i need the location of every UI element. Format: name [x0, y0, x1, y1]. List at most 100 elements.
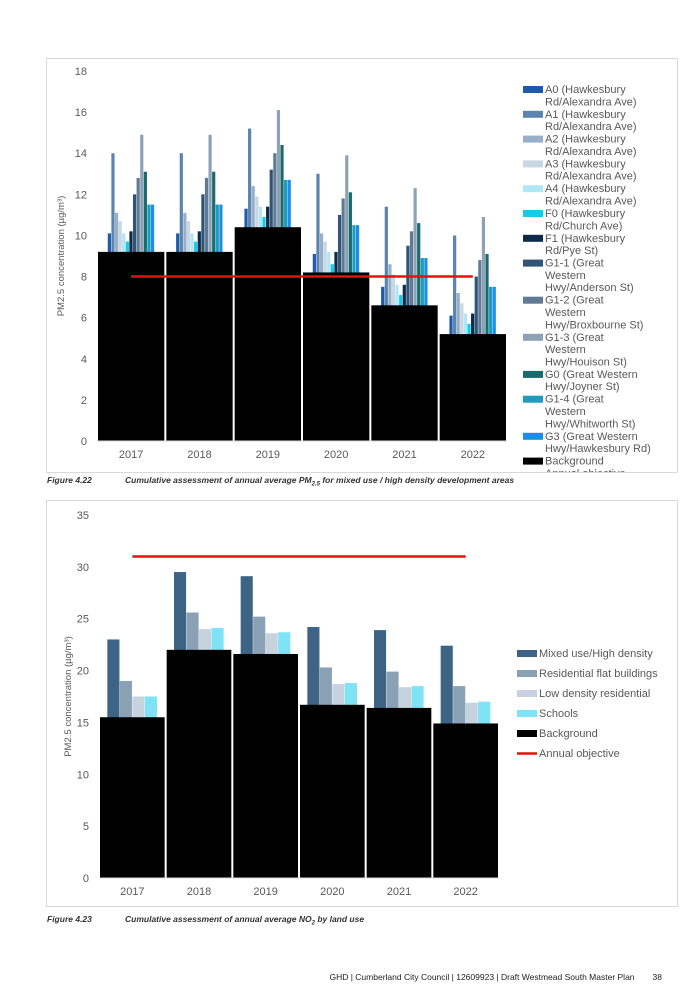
legend-label: Rd/Alexandra Ave): [545, 96, 637, 108]
y-tick-label: 5: [83, 821, 89, 833]
legend-label: Mixed use/High density: [539, 648, 653, 660]
legend-label: Low density residential: [539, 688, 650, 700]
y-tick-label: 6: [81, 313, 87, 325]
y-tick-label: 30: [77, 562, 89, 574]
x-tick-label: 2020: [324, 449, 348, 461]
x-tick-label: 2017: [119, 449, 143, 461]
x-tick-label: 2019: [256, 449, 280, 461]
y-tick-label: 20: [77, 666, 89, 678]
chart-no2-by-land-use: 0 5 10 15 20 25 30 35 PM2.5 concentration (µg/m³…: [63, 510, 658, 898]
chart-panel-no2-by-land-use: 0 5 10 15 20 25 30 35 PM2.5 concentration (µg/m³…: [46, 500, 678, 907]
y-tick-label: 15: [77, 717, 89, 729]
legend-label: Hwy/Anderson St): [545, 282, 634, 294]
background-bar: [166, 251, 233, 441]
legend-label: A3 (Hawkesbury: [545, 158, 626, 170]
y-tick-label: 0: [83, 873, 89, 885]
background-bar: [303, 272, 370, 441]
legend-label: F1 (Hawkesbury: [545, 233, 626, 245]
x-tick-label: 2022: [453, 886, 477, 898]
legend-swatch: [517, 710, 537, 717]
x-tick-label: 2017: [120, 886, 144, 898]
legend-label: A2 (Hawkesbury: [545, 134, 626, 146]
legend-swatch: [523, 210, 543, 217]
legend-label: Western: [545, 307, 586, 319]
legend-label: Annual objective: [539, 748, 620, 760]
x-tick-label: 2018: [187, 886, 211, 898]
legend-swatch: [517, 650, 537, 657]
x-tick-label: 2018: [187, 449, 211, 461]
background-bar: [98, 251, 165, 441]
page-number: 38: [652, 972, 662, 982]
background-bar: [233, 653, 298, 878]
legend-swatch: [523, 160, 543, 168]
legend-label: G1-1 (Great: [545, 258, 604, 270]
background-bar: [166, 649, 232, 878]
y-tick-label: 4: [81, 354, 87, 366]
data-bar: [481, 216, 486, 441]
x-tick-label: 2021: [392, 449, 416, 461]
legend-label: Western: [545, 406, 586, 418]
legend-label: A0 (Hawkesbury: [545, 84, 626, 96]
legend-swatch: [523, 395, 543, 403]
legend-swatch: [523, 370, 543, 378]
legend-label: Hwy/Joyner St): [545, 381, 620, 393]
legend-swatch: [523, 259, 543, 267]
legend-label: Rd/Alexandra Ave): [545, 121, 637, 133]
y-tick-label: 8: [81, 272, 87, 284]
background-bar: [300, 704, 365, 878]
legend-label: Residential flat buildings: [539, 668, 658, 680]
footer-text: GHD | Cumberland City Council | 12609923…: [329, 972, 635, 982]
chart-pm25-mixed-use: 0 2 4 6 8 10 12 14 16 18 PM2.5 concentration (µg/m…: [56, 66, 651, 472]
legend-label: Hwy/Houison St): [545, 356, 627, 368]
legend-swatch: [523, 333, 543, 341]
background-bar: [433, 723, 498, 878]
background-bar: [366, 707, 432, 878]
legend-label: Western: [545, 344, 586, 356]
background-bar: [439, 334, 506, 441]
legend-label: A4 (Hawkesbury: [545, 183, 626, 195]
legend-label: G1-4 (Great: [545, 394, 604, 406]
background-bar: [371, 305, 438, 441]
legend-label: Schools: [539, 708, 579, 720]
legend-label: Annual objective: [545, 468, 626, 472]
x-tick-label: 2019: [253, 886, 277, 898]
legend-swatch: [517, 690, 537, 697]
background-bar: [100, 717, 165, 878]
legend-label: Western: [545, 270, 586, 282]
y-axis-label: PM2.5 concentration (µg/m³): [63, 636, 74, 757]
y-tick-label: 10: [77, 769, 89, 781]
legend-label: G1-2 (Great: [545, 295, 604, 307]
y-tick-label: 10: [75, 230, 87, 242]
legend-swatch: [523, 234, 543, 242]
legend-label: Hwy/Hawkesbury Rd): [545, 443, 651, 455]
y-tick-label: 16: [75, 107, 87, 119]
y-tick-label: 2: [81, 395, 87, 407]
legend-label: Rd/Pye St): [545, 245, 598, 257]
x-tick-label: 2021: [387, 886, 411, 898]
legend-swatch: [523, 432, 543, 440]
figure-number: Figure 4.23: [47, 914, 92, 924]
figure-number: Figure 4.22: [47, 475, 92, 485]
y-tick-label: 18: [75, 66, 87, 78]
y-tick-label: 25: [77, 614, 89, 626]
y-tick-label: 14: [75, 148, 87, 160]
legend-swatch: [517, 670, 537, 677]
x-tick-label: 2022: [461, 449, 485, 461]
legend-label: F0 (Hawkesbury: [545, 208, 626, 220]
legend-swatch: [517, 730, 537, 737]
legend-swatch: [523, 135, 543, 143]
legend-label: Rd/Alexandra Ave): [545, 146, 637, 158]
y-axis-label: PM2.5 concentration (µg/m³): [56, 196, 67, 317]
legend-label: Background: [545, 456, 604, 468]
legend-swatch: [523, 296, 543, 304]
x-tick-label: 2020: [320, 886, 344, 898]
legend-label: G3 (Great Western: [545, 431, 638, 443]
legend-swatch: [523, 457, 543, 465]
figure-title: Cumulative assessment of annual average …: [125, 475, 515, 488]
legend-label: Hwy/Broxbourne St): [545, 319, 643, 331]
background-bar: [234, 227, 301, 441]
legend-label: A1 (Hawkesbury: [545, 109, 626, 121]
figure-caption: Figure 4.22 Cumulative assessment of annu…: [47, 475, 514, 488]
legend-label: Rd/Alexandra Ave): [545, 196, 637, 208]
legend-label: G1-3 (Great: [545, 332, 604, 344]
